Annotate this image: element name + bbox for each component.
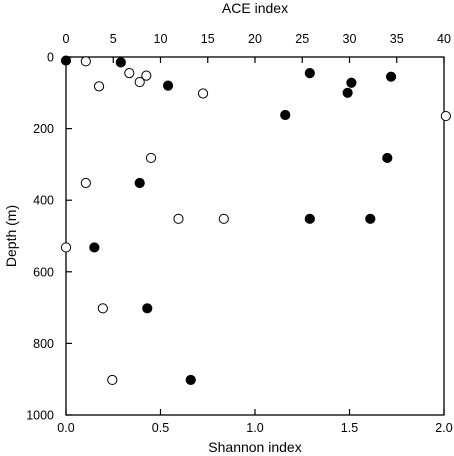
shannon-point: [304, 213, 315, 224]
x-tick-label: 1.0: [246, 421, 263, 435]
x-tick-label: 0.0: [57, 421, 74, 435]
x-tick-label: 0.5: [152, 421, 169, 435]
shannon-point: [142, 303, 153, 314]
x-tick-label: 1.5: [341, 421, 358, 435]
ace-point: [145, 152, 157, 164]
shannon-point: [346, 77, 357, 88]
x2-tick-label: 25: [295, 32, 309, 46]
ace-point: [93, 81, 105, 92]
y-tick-label: 800: [33, 337, 54, 351]
shannon-point: [185, 374, 196, 386]
shannon-point: [60, 55, 72, 66]
ace-point: [124, 68, 135, 79]
x2-axis-title: ACE index: [222, 0, 288, 16]
ace-point: [97, 303, 108, 314]
y-tick-label: 400: [33, 194, 54, 208]
ace-point: [80, 56, 91, 67]
shannon-point: [304, 68, 315, 79]
x2-tick-label: 15: [201, 32, 215, 46]
ace-point: [197, 88, 209, 99]
shannon-point: [342, 87, 353, 98]
shannon-point: [162, 80, 174, 91]
x-tick-label: 2.0: [435, 421, 452, 435]
shannon-point: [115, 57, 126, 68]
x2-tick-label: 30: [343, 32, 357, 46]
ace-point: [60, 242, 72, 253]
shannon-point: [280, 109, 291, 121]
shannon-point: [134, 177, 145, 189]
plot-frame: [65, 56, 445, 416]
ace-point: [80, 177, 91, 189]
x2-tick-label: 10: [154, 32, 168, 46]
ace-point: [141, 70, 152, 81]
ace-point: [440, 110, 451, 122]
y-tick-label: 1000: [26, 409, 54, 423]
y-tick-label: 200: [33, 122, 54, 136]
shannon-point: [385, 71, 397, 82]
x2-tick-label: 40: [437, 32, 451, 46]
ace-point: [173, 213, 184, 224]
shannon-point: [365, 213, 376, 224]
x-axis-title: Shannon index: [208, 439, 301, 455]
ace-point: [107, 374, 118, 386]
shannon-point: [382, 152, 393, 164]
tick-group: 0.0 0.5 1.0 1.5 2.00 5 10 15 20 25 30 35 40020040060…: [26, 32, 453, 435]
data-points: [60, 55, 451, 386]
x2-tick-label: 20: [248, 32, 262, 46]
y-tick-label: 600: [33, 265, 54, 279]
shannon-point: [89, 242, 100, 253]
y-axis-title: Depth (m): [3, 205, 19, 267]
x2-tick-label: 35: [390, 32, 404, 46]
y-tick-label: 0: [47, 51, 54, 65]
ace-point: [218, 213, 229, 224]
x2-tick-label: 0: [63, 32, 70, 46]
x2-tick-label: 5: [110, 32, 117, 46]
ace-point: [134, 76, 145, 88]
